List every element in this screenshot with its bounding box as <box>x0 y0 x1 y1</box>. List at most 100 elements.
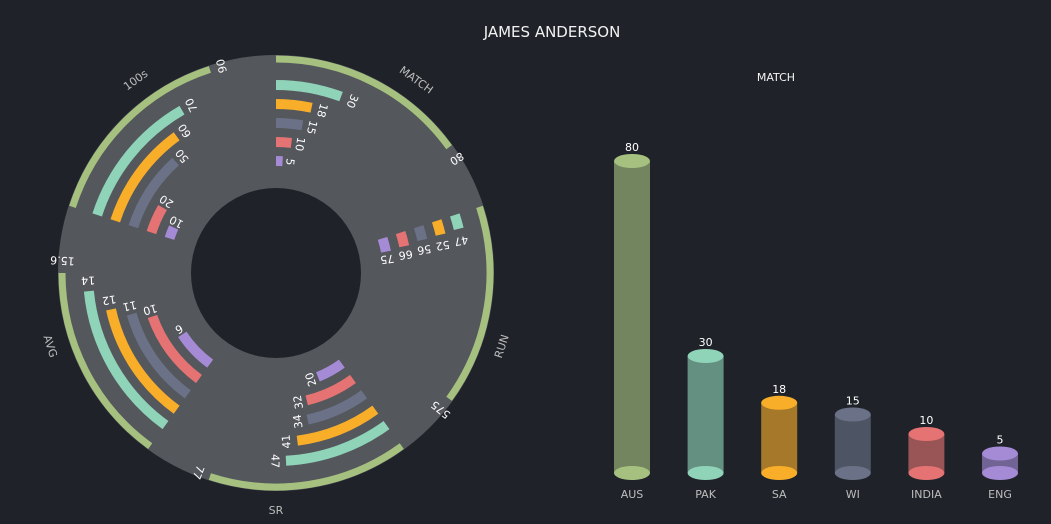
radial-group-sr: SR 77 47 41 34 32 20 <box>189 359 404 517</box>
radial-bar-avg-eng[interactable] <box>178 331 214 368</box>
radial-bar-sr-aus[interactable] <box>208 443 404 491</box>
bar-body-wi <box>834 414 871 473</box>
bar-base-eng <box>982 466 1018 480</box>
bar-base-pak <box>687 466 724 480</box>
bar-value-label-india: 10 <box>919 414 933 427</box>
bar-cap-wi <box>834 407 871 422</box>
radial-value-label-run-eng: 75 <box>379 252 395 267</box>
radial-value-label-100s-india: 20 <box>157 192 176 211</box>
bar-body-aus <box>614 161 650 473</box>
radial-bar-avg-aus[interactable] <box>58 272 153 449</box>
radial-bar-run-sa[interactable] <box>431 219 446 236</box>
radial-bar-run-india[interactable] <box>395 230 410 248</box>
bar-value-label-eng: 5 <box>997 434 1004 447</box>
radial-value-label-sr-sa: 41 <box>280 434 294 449</box>
bar-category-label-pak: PAK <box>695 488 716 501</box>
radial-bar-run-pak[interactable] <box>450 213 464 231</box>
radial-chart: MATCH80301815105RUN5754752566675SR774741… <box>40 55 512 517</box>
bar-cap-eng <box>982 446 1018 461</box>
radial-axis-label-avg: AVG <box>40 333 59 359</box>
radial-bar-sr-eng[interactable] <box>315 359 345 382</box>
bar-base-aus <box>614 466 650 480</box>
bar-india[interactable]: 10 INDIA <box>908 414 945 501</box>
bar-base-india <box>908 466 945 480</box>
bar-base-wi <box>834 466 871 480</box>
radial-value-label-100s-aus: 90 <box>214 58 230 75</box>
radial-bar-avg-india[interactable] <box>147 314 203 384</box>
radial-bar-run-aus[interactable] <box>446 205 494 401</box>
radial-value-label-avg-wi: 11 <box>121 298 137 314</box>
radial-bar-100s-india[interactable] <box>146 205 167 235</box>
radial-value-label-match-wi: 15 <box>304 119 320 136</box>
radial-value-label-100s-eng: 10 <box>167 213 185 231</box>
bar-value-label-sa: 18 <box>772 383 786 396</box>
bar-value-label-pak: 30 <box>699 336 713 349</box>
radial-bar-match-sa[interactable] <box>275 99 313 113</box>
radial-value-label-sr-wi: 34 <box>291 413 306 429</box>
radial-value-label-sr-india: 32 <box>291 394 306 410</box>
bar-pak[interactable]: 30 PAK <box>687 336 724 501</box>
radial-bar-run-wi[interactable] <box>413 225 428 242</box>
bar-category-label-eng: ENG <box>988 488 1012 501</box>
radial-axis-label-match: MATCH <box>397 64 436 97</box>
radial-value-label-100s-sa: 60 <box>176 121 194 140</box>
radial-bar-run-eng[interactable] <box>377 236 391 253</box>
radial-value-label-match-india: 10 <box>292 136 307 152</box>
bar-category-label-india: INDIA <box>911 488 942 501</box>
bar-wi[interactable]: 15 WI <box>834 395 871 502</box>
radial-bar-avg-pak[interactable] <box>83 290 169 430</box>
radial-value-label-run-sa: 52 <box>435 238 451 253</box>
radial-value-label-avg-india: 10 <box>142 301 159 317</box>
bar-value-label-aus: 80 <box>625 141 639 154</box>
bar-category-label-sa: SA <box>772 488 787 501</box>
bar-value-label-wi: 15 <box>846 395 860 408</box>
bar-chart-title: MATCH <box>757 71 795 84</box>
radial-axis-label-run: RUN <box>492 333 512 360</box>
bar-cap-sa <box>761 395 798 410</box>
radial-axis-label-100s: 100s <box>121 67 150 93</box>
bar-category-label-aus: AUS <box>621 488 644 501</box>
radial-bar-sr-sa[interactable] <box>296 405 379 446</box>
radial-axis-label-sr: SR <box>269 504 284 517</box>
radial-value-label-match-aus: 80 <box>447 149 466 167</box>
bar-base-sa <box>761 466 798 480</box>
bar-body-pak <box>687 356 724 473</box>
radial-bar-sr-pak[interactable] <box>285 421 390 466</box>
radial-bar-sr-india[interactable] <box>305 374 356 406</box>
radial-value-label-match-sa: 18 <box>314 102 330 119</box>
radial-value-label-run-india: 66 <box>398 247 414 262</box>
radial-bar-100s-pak[interactable] <box>92 105 185 217</box>
bar-eng[interactable]: 5 ENG <box>982 434 1018 502</box>
radial-bar-avg-wi[interactable] <box>126 312 191 399</box>
radial-value-label-match-pak: 30 <box>343 92 361 110</box>
bar-cap-aus <box>614 154 650 168</box>
radial-bar-100s-wi[interactable] <box>128 157 180 229</box>
radial-bar-100s-aus[interactable] <box>69 66 211 208</box>
radial-bar-100s-eng[interactable] <box>164 225 179 240</box>
bar-body-sa <box>761 402 798 473</box>
bar-cap-india <box>908 427 945 441</box>
radial-value-label-avg-pak: 14 <box>81 273 95 286</box>
radial-bar-match-wi[interactable] <box>275 118 304 131</box>
radial-value-label-100s-pak: 70 <box>183 96 201 114</box>
bar-aus[interactable]: 80 AUS <box>614 141 650 501</box>
bar-category-label-wi: WI <box>846 488 860 501</box>
radial-value-label-match-eng: 5 <box>283 158 297 167</box>
radial-value-label-run-pak: 47 <box>453 233 469 248</box>
bar-sa[interactable]: 18 SA <box>761 383 798 501</box>
bar-cap-pak <box>687 349 724 363</box>
radial-bar-sr-wi[interactable] <box>306 390 368 425</box>
radial-value-label-avg-aus: 15.6 <box>50 253 75 267</box>
radial-bar-match-aus[interactable] <box>275 55 452 150</box>
radial-bar-match-india[interactable] <box>275 137 292 148</box>
chart-title: JAMES ANDERSON <box>483 23 621 41</box>
radial-bar-match-pak[interactable] <box>275 80 343 102</box>
radial-value-label-avg-sa: 12 <box>101 292 117 307</box>
radial-bar-avg-sa[interactable] <box>106 308 180 414</box>
radial-bar-100s-sa[interactable] <box>110 132 180 223</box>
radial-value-label-sr-aus: 77 <box>189 463 206 481</box>
